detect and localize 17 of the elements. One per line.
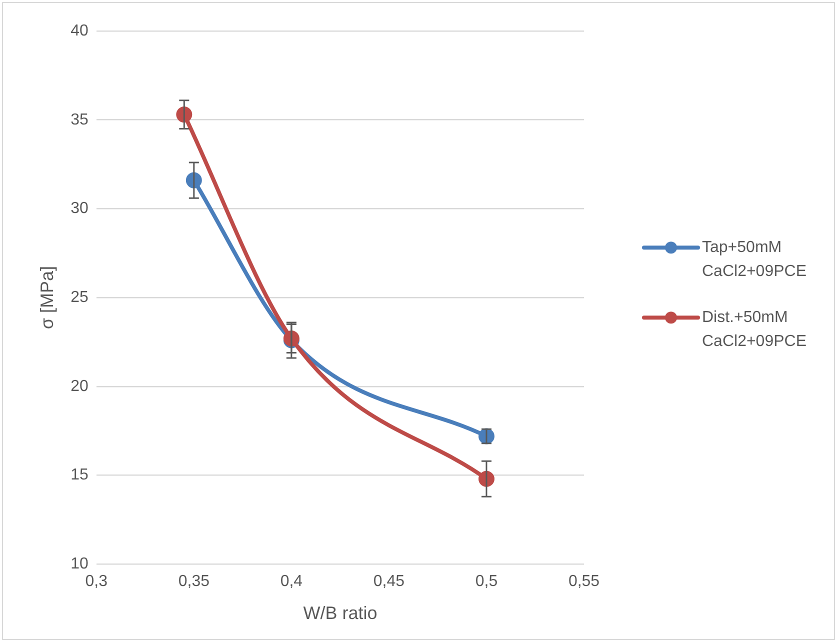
y-tick-label: 25 (70, 289, 88, 306)
x-tick-label: 0,35 (178, 573, 210, 590)
x-tick-label: 0,55 (568, 573, 600, 590)
legend-label: Tap+50mM CaCl2+09PCE (702, 239, 806, 280)
y-tick-label: 40 (70, 22, 88, 40)
x-axis-title: W/B ratio (303, 603, 378, 624)
y-tick-label: 35 (70, 111, 88, 128)
y-tick-label: 10 (70, 556, 88, 573)
y-tick-label: 15 (70, 466, 88, 484)
x-tick-label: 0,45 (373, 573, 405, 590)
legend-label: Dist.+50mM CaCl2+09PCE (702, 309, 806, 350)
y-axis-title: σ [MPa] (36, 266, 57, 330)
y-tick-label: 30 (70, 200, 88, 218)
x-tick-label: 0,3 (85, 573, 108, 590)
x-tick-label: 0,4 (280, 573, 303, 590)
y-tick-label: 20 (70, 378, 88, 395)
x-tick-label: 0,5 (475, 573, 498, 590)
